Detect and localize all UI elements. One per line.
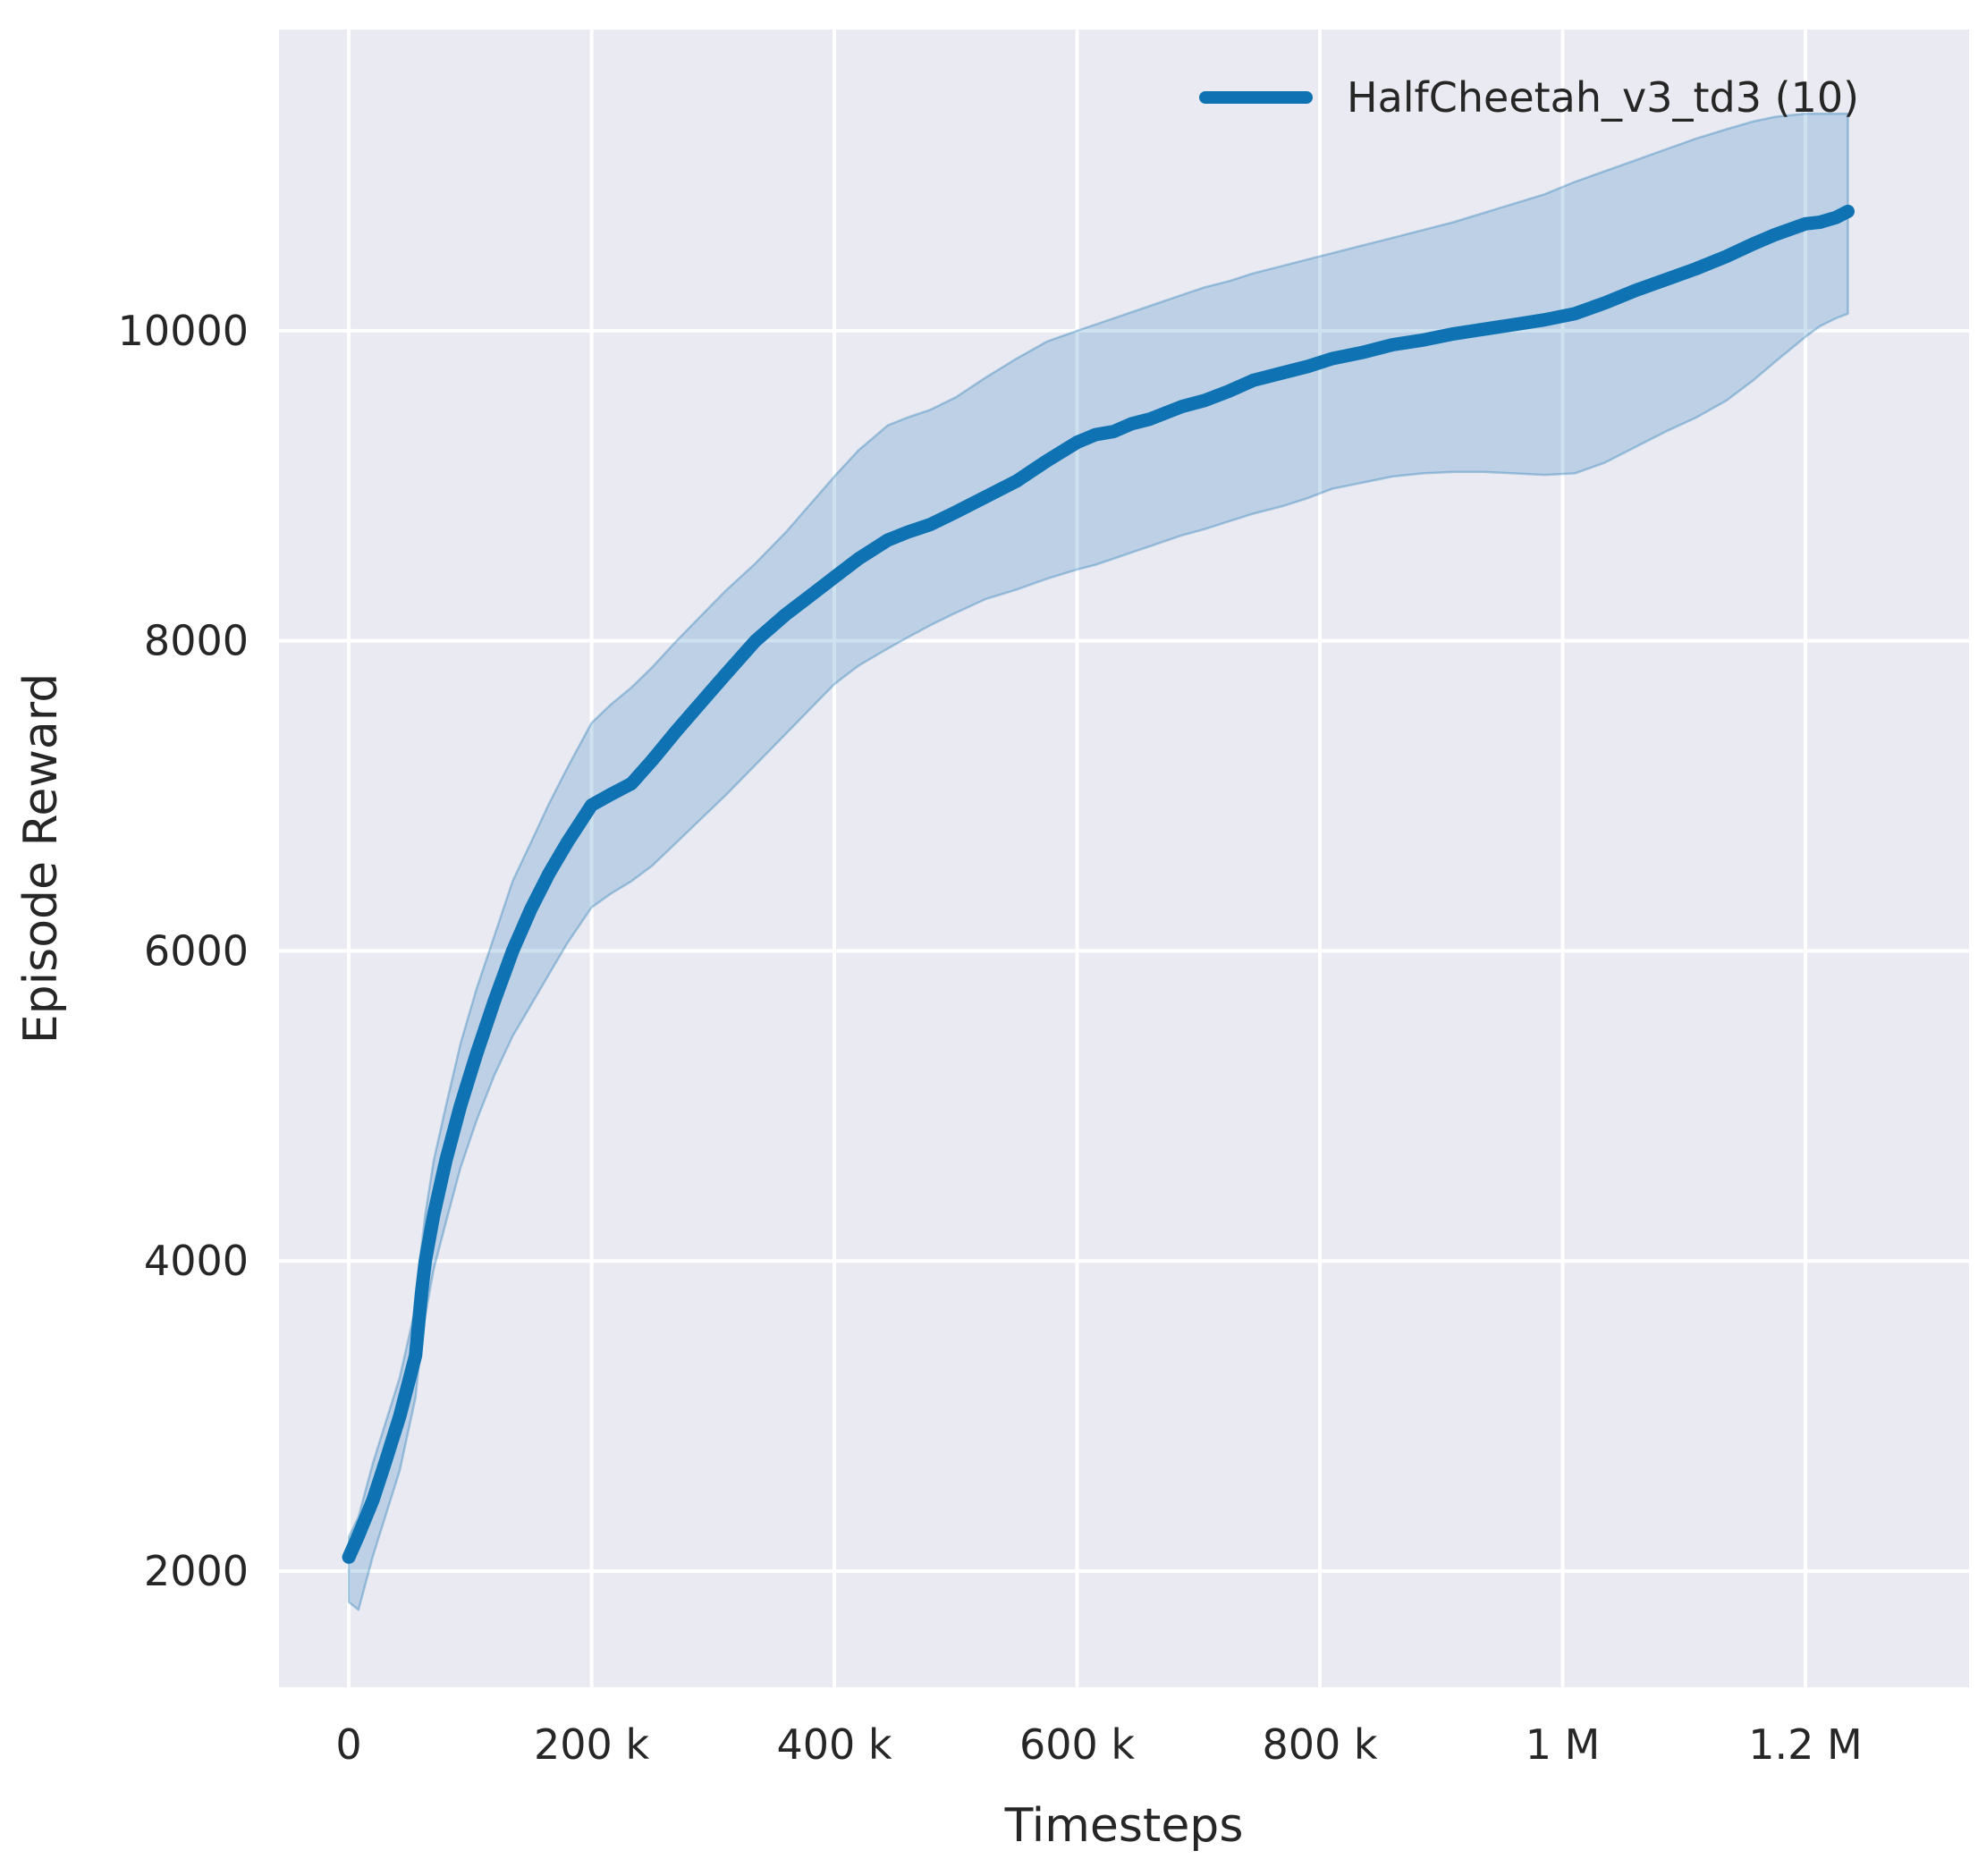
x-tick-label: 400 k [777, 1720, 892, 1769]
legend: HalfCheetah_v3_td3 (10) [1199, 72, 1859, 123]
x-axis-label: Timesteps [1004, 1799, 1244, 1853]
x-tick-label: 800 k [1262, 1720, 1377, 1769]
y-tick-label: 8000 [144, 617, 249, 665]
legend-label: HalfCheetah_v3_td3 (10) [1347, 73, 1860, 122]
x-tick-label: 200 k [534, 1720, 649, 1769]
legend-line-swatch [1199, 91, 1313, 104]
y-tick-label: 6000 [144, 926, 249, 975]
y-axis-label: Episode Reward [14, 672, 68, 1044]
x-tick-label: 600 k [1019, 1720, 1135, 1769]
y-tick-label: 2000 [144, 1547, 249, 1595]
x-tick-label: 0 [335, 1720, 361, 1769]
x-tick-label: 1 M [1526, 1720, 1601, 1769]
x-tick-label: 1.2 M [1748, 1720, 1862, 1769]
y-tick-label: 10000 [118, 307, 249, 355]
mean-line [342, 204, 1855, 1564]
y-tick-label: 4000 [144, 1237, 249, 1285]
